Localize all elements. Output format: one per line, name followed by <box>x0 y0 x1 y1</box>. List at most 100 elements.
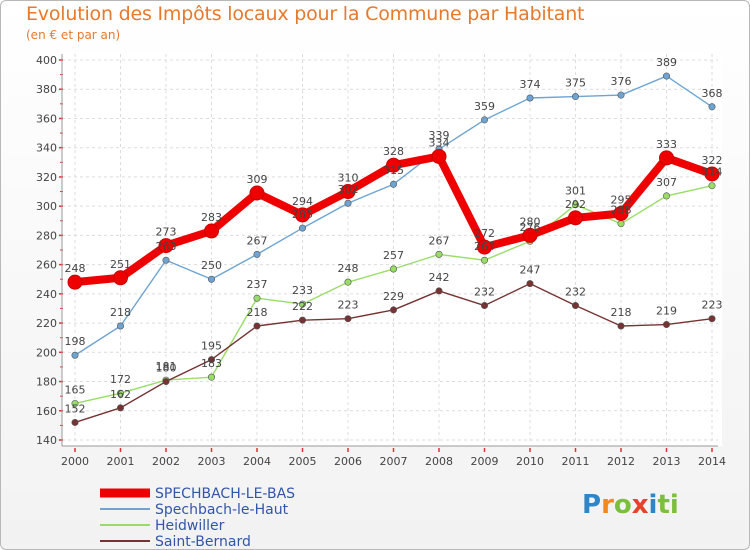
data-point <box>253 322 261 330</box>
data-point <box>613 205 629 221</box>
data-point <box>389 265 397 273</box>
data-point <box>617 220 625 228</box>
legend-label: Saint-Bernard <box>155 534 251 550</box>
x-tick-label: 2007 <box>380 455 408 468</box>
data-label: 219 <box>656 305 677 318</box>
data-label: 247 <box>520 264 541 277</box>
y-tick-label: 180 <box>36 376 57 389</box>
legend-label: Spechbach-le-Haut <box>155 502 289 518</box>
data-point <box>117 404 125 412</box>
x-tick-label: 2008 <box>425 455 453 468</box>
proxiti-logo: Proxiti <box>582 490 679 520</box>
x-tick-label: 2001 <box>107 455 135 468</box>
chart-subtitle: (en € et par an) <box>26 28 121 42</box>
data-point <box>158 238 174 254</box>
data-point <box>662 192 670 200</box>
data-point <box>568 210 583 226</box>
data-point <box>71 351 79 359</box>
y-tick-label: 240 <box>36 288 57 301</box>
data-point <box>389 180 397 188</box>
data-point <box>662 321 670 329</box>
data-label: 267 <box>429 234 450 247</box>
data-point <box>67 274 83 290</box>
data-point <box>708 315 716 323</box>
data-point <box>295 207 310 223</box>
x-tick-label: 2010 <box>516 455 544 468</box>
data-point <box>480 256 488 264</box>
y-tick-label: 220 <box>36 317 57 330</box>
data-label: 276 <box>520 221 541 234</box>
data-label: 152 <box>65 402 86 415</box>
x-tick-label: 2011 <box>562 455 590 468</box>
data-point <box>298 224 306 232</box>
data-label: 368 <box>702 87 723 100</box>
data-point <box>113 270 128 286</box>
data-label: 359 <box>474 100 495 113</box>
data-point <box>659 150 674 166</box>
data-point <box>431 148 447 164</box>
data-label: 292 <box>565 198 586 211</box>
x-tick-label: 2009 <box>471 455 499 468</box>
data-label: 172 <box>110 373 131 386</box>
data-point <box>571 302 579 310</box>
data-point <box>526 280 534 288</box>
x-tick-label: 2000 <box>61 455 89 468</box>
data-label: 334 <box>429 136 450 149</box>
x-tick-label: 2005 <box>289 455 317 468</box>
legend-label: Heidwiller <box>155 518 225 534</box>
data-label: 248 <box>65 262 86 275</box>
data-label: 257 <box>383 249 404 262</box>
data-point <box>704 166 720 182</box>
data-label: 302 <box>338 183 359 196</box>
data-label: 333 <box>656 138 677 151</box>
y-tick-label: 300 <box>36 200 57 213</box>
x-tick-label: 2012 <box>607 455 635 468</box>
x-tick-label: 2006 <box>334 455 362 468</box>
y-tick-label: 320 <box>36 171 57 184</box>
data-label: 310 <box>338 172 359 185</box>
data-label: 165 <box>65 383 86 396</box>
data-label: 233 <box>292 284 313 297</box>
data-point <box>204 223 219 239</box>
data-point <box>526 94 534 102</box>
data-point <box>389 306 397 314</box>
data-label: 263 <box>474 240 495 253</box>
data-label: 229 <box>383 290 404 303</box>
data-point <box>477 239 492 255</box>
data-label: 263 <box>156 240 177 253</box>
data-label: 222 <box>292 300 313 313</box>
data-point <box>435 250 443 258</box>
data-label: 267 <box>247 234 268 247</box>
x-tick-label: 2002 <box>152 455 180 468</box>
data-label: 198 <box>65 335 86 348</box>
data-label: 223 <box>338 299 359 312</box>
data-label: 301 <box>565 185 586 198</box>
data-label: 309 <box>247 173 268 186</box>
data-label: 314 <box>702 166 723 179</box>
data-label: 376 <box>611 75 632 88</box>
data-point <box>117 322 125 330</box>
data-point <box>344 315 352 323</box>
data-label: 250 <box>201 259 222 272</box>
data-label: 180 <box>156 362 177 375</box>
data-label: 283 <box>201 211 222 224</box>
x-tick-label: 2004 <box>243 455 271 468</box>
data-label: 285 <box>292 208 313 221</box>
data-point <box>340 184 356 200</box>
data-label: 232 <box>474 286 495 299</box>
data-label: 242 <box>429 271 450 284</box>
data-label: 251 <box>110 258 131 271</box>
data-label: 272 <box>474 227 495 240</box>
y-tick-label: 140 <box>36 434 57 447</box>
data-label: 374 <box>520 78 541 91</box>
data-point <box>480 302 488 310</box>
data-label: 183 <box>201 357 222 370</box>
data-point <box>249 185 265 201</box>
data-point <box>344 278 352 286</box>
data-point <box>435 287 443 295</box>
data-point <box>253 294 261 302</box>
data-point <box>522 227 538 243</box>
y-tick-label: 340 <box>36 142 57 155</box>
x-tick-label: 2003 <box>198 455 226 468</box>
